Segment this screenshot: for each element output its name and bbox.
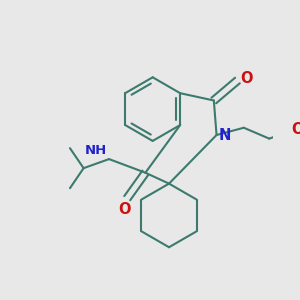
Text: NH: NH: [85, 144, 107, 157]
Text: O: O: [240, 71, 253, 86]
Text: O: O: [118, 202, 131, 217]
Text: O: O: [291, 122, 300, 137]
Text: N: N: [218, 128, 231, 143]
